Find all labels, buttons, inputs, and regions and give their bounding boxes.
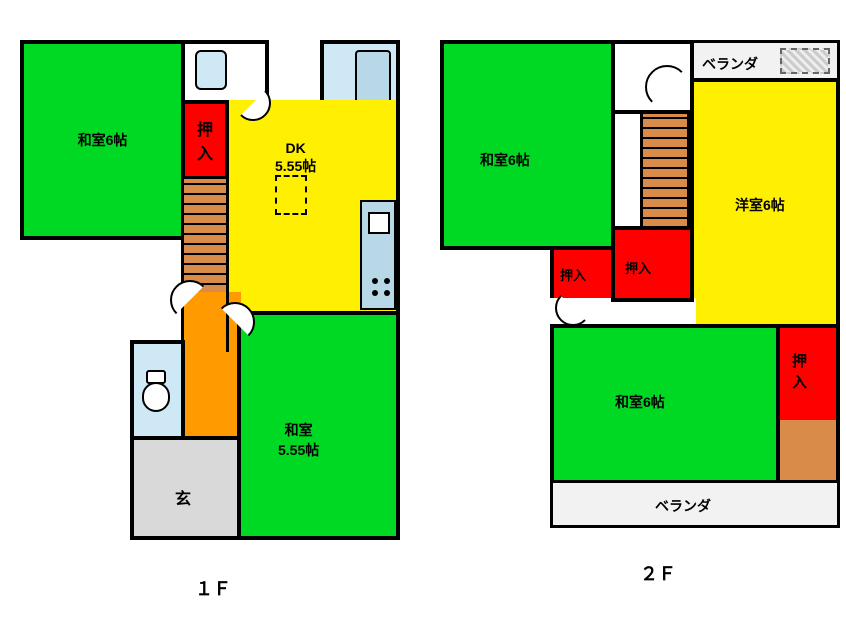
room-washitsu6-1f: 和室6帖 (20, 40, 185, 240)
label-entrance: 玄 (175, 485, 191, 509)
floor-1-label: １Ｆ (195, 575, 231, 601)
stairs-1f (181, 176, 229, 296)
room-washitsu6a-2f (440, 40, 615, 250)
label-closet-2f-a: 押入 (560, 265, 586, 284)
label-washitsu6a-2f: 和室6帖 (480, 150, 530, 170)
label-closet-2f-c: 押 入 (792, 350, 807, 392)
closet-1f: 押 入 (181, 100, 229, 180)
label-balcony-bottom: ベランダ (655, 496, 711, 516)
label-closet-1f: 押 入 (197, 116, 213, 164)
label-washitsu555: 和室 5.55帖 (278, 420, 319, 460)
kitchen-unit-icon (360, 200, 396, 310)
wood-panel-2f (776, 420, 840, 484)
balcony-hatch-icon (780, 48, 830, 74)
room-washitsu6b-2f (550, 324, 780, 484)
label-balcony-top: ベランダ (702, 54, 758, 74)
closet-2f-c (776, 324, 840, 424)
stairs-2f (640, 110, 690, 230)
floor-1: 和室6帖 押 入 DK 5.55帖 玄 和室 5.55帖 (20, 40, 400, 560)
label-dk: DK 5.55帖 (275, 140, 316, 176)
label-youshitsu6: 洋室6帖 (735, 195, 785, 215)
floor-2-label: ２Ｆ (640, 560, 676, 586)
dk-upper (265, 100, 325, 130)
closet-2f-b (611, 226, 694, 302)
toilet-icon (142, 370, 170, 414)
label-closet-2f-b: 押入 (625, 258, 651, 277)
floor-2: ベランダ 和室6帖 洋室6帖 押入 押入 和室6帖 押 入 ベランダ (440, 40, 840, 560)
washbasin-icon (195, 50, 227, 90)
dk-hatch-icon (275, 175, 307, 215)
label-washitsu6b-2f: 和室6帖 (615, 392, 665, 412)
label-washitsu6-1f: 和室6帖 (78, 130, 128, 150)
